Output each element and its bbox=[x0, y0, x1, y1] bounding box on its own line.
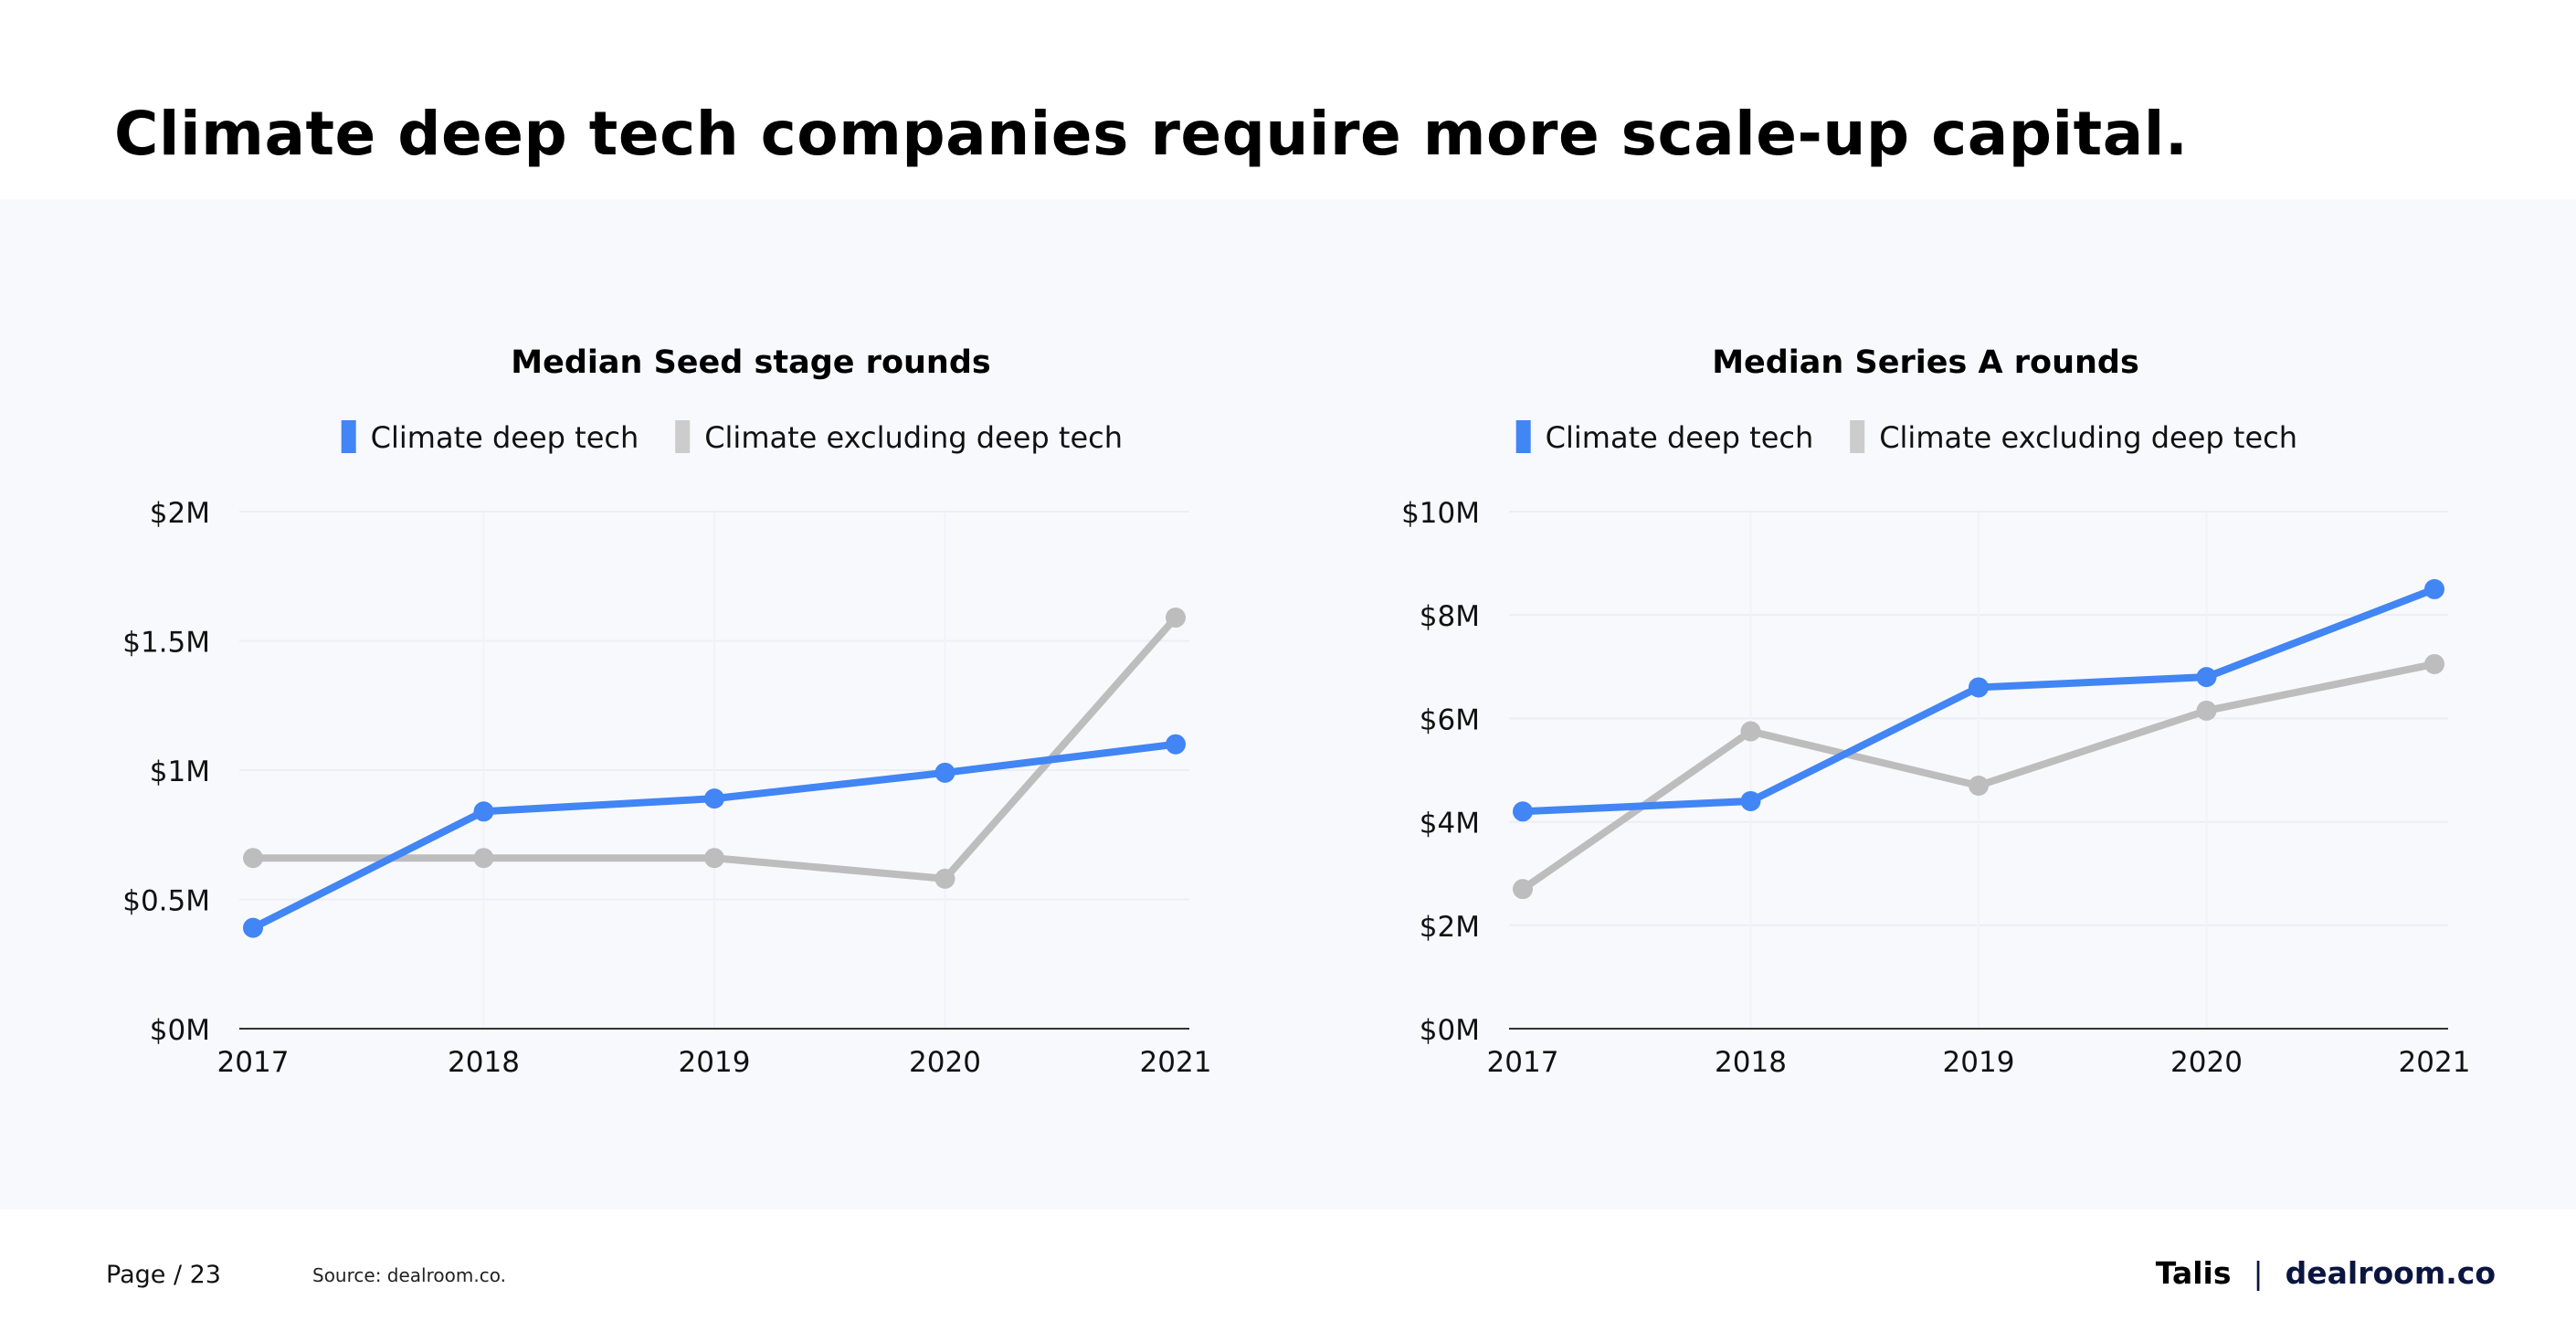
data-point bbox=[934, 868, 955, 889]
data-point bbox=[704, 788, 724, 809]
legend: Climate deep tech Climate excluding deep … bbox=[1515, 420, 2297, 455]
chart-1: Median Seed stage rounds Climate deep tec… bbox=[122, 344, 1211, 1079]
y-tick-label: $6M bbox=[1420, 703, 1480, 736]
page-title: Climate deep tech companies require more… bbox=[114, 99, 2189, 169]
data-point bbox=[2196, 667, 2217, 688]
data-point bbox=[2196, 700, 2217, 721]
data-point bbox=[1969, 775, 1989, 796]
y-tick-label: $8M bbox=[1420, 600, 1480, 633]
x-tick-label: 2020 bbox=[2170, 1046, 2243, 1079]
x-tick-label: 2018 bbox=[1715, 1046, 1787, 1079]
legend-label: Climate deep tech bbox=[1546, 420, 1814, 455]
brand-talis: Talis bbox=[2155, 1255, 2232, 1291]
x-tick-label: 2017 bbox=[1487, 1046, 1559, 1079]
chart-title: Median Seed stage rounds bbox=[511, 344, 990, 381]
x-tick-label: 2018 bbox=[448, 1046, 520, 1079]
legend-swatch bbox=[1850, 420, 1865, 453]
data-point bbox=[243, 917, 263, 938]
y-tick-label: $10M bbox=[1401, 497, 1480, 530]
data-point bbox=[1513, 801, 1533, 822]
data-point bbox=[704, 848, 724, 869]
brand-separator: | bbox=[2253, 1255, 2264, 1291]
x-tick-label: 2021 bbox=[2399, 1046, 2471, 1079]
legend: Climate deep tech Climate excluding deep … bbox=[341, 420, 1123, 455]
data-point bbox=[473, 801, 494, 822]
x-tick-label: 2019 bbox=[1943, 1046, 2015, 1079]
legend-swatch bbox=[341, 420, 356, 453]
y-tick-label: $4M bbox=[1420, 808, 1480, 840]
legend-label: Climate deep tech bbox=[371, 420, 639, 455]
y-tick-label: $1.5M bbox=[122, 627, 210, 660]
x-tick-label: 2019 bbox=[679, 1046, 751, 1079]
y-tick-label: $0M bbox=[150, 1014, 210, 1047]
x-tick-label: 2017 bbox=[217, 1046, 290, 1079]
page-number: Page / 23 bbox=[106, 1261, 221, 1289]
data-point bbox=[1513, 879, 1533, 900]
data-point bbox=[2424, 578, 2444, 599]
brand-dealroom: dealroom.co bbox=[2285, 1255, 2496, 1291]
data-point bbox=[1969, 677, 1989, 698]
y-tick-label: $0M bbox=[1420, 1014, 1480, 1047]
chart-title: Median Series A rounds bbox=[1712, 344, 2139, 381]
y-tick-label: $2M bbox=[1420, 911, 1480, 944]
x-tick-label: 2021 bbox=[1140, 1046, 1212, 1079]
y-tick-label: $2M bbox=[150, 497, 210, 530]
legend-label: Climate excluding deep tech bbox=[1879, 420, 2297, 455]
brand-logo: Talis | dealroom.co bbox=[2156, 1255, 2496, 1291]
data-point bbox=[243, 848, 263, 869]
legend-label: Climate excluding deep tech bbox=[704, 420, 1123, 455]
y-tick-label: $1M bbox=[150, 756, 210, 788]
data-point bbox=[473, 848, 494, 869]
legend-swatch bbox=[1515, 420, 1531, 453]
source-note: Source: dealroom.co. bbox=[312, 1264, 506, 1286]
data-point bbox=[1740, 790, 1761, 811]
data-point bbox=[1166, 608, 1186, 629]
data-point bbox=[1740, 721, 1761, 742]
data-point bbox=[1166, 734, 1186, 755]
data-point bbox=[934, 762, 955, 783]
legend-swatch bbox=[675, 420, 691, 453]
y-tick-label: $0.5M bbox=[122, 885, 210, 918]
data-point bbox=[2424, 653, 2444, 674]
x-tick-label: 2020 bbox=[909, 1046, 981, 1079]
chart-panel bbox=[0, 199, 2576, 1210]
